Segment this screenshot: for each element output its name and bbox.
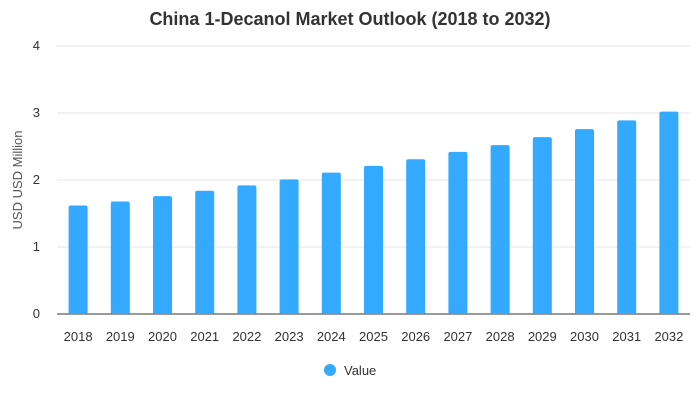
y-tick-label: 3 — [33, 105, 40, 120]
bar-2031[interactable] — [617, 120, 637, 315]
x-tick-label: 2029 — [528, 329, 557, 344]
x-tick-label: 2020 — [148, 329, 177, 344]
x-tick-label: 2031 — [612, 329, 641, 344]
chart-title: China 1-Decanol Market Outlook (2018 to … — [149, 9, 550, 29]
bar-2023[interactable] — [279, 179, 299, 314]
bars — [68, 111, 679, 315]
bar-2019[interactable] — [110, 201, 130, 314]
bar-2027[interactable] — [448, 151, 468, 314]
legend-label: Value — [344, 363, 376, 378]
x-tick-label: 2023 — [275, 329, 304, 344]
x-tick-label: 2019 — [106, 329, 135, 344]
legend[interactable]: Value — [324, 363, 376, 378]
bar-2026[interactable] — [406, 159, 426, 314]
x-tick-label: 2030 — [570, 329, 599, 344]
x-tick-label: 2028 — [486, 329, 515, 344]
bar-2028[interactable] — [490, 145, 510, 314]
x-tick-label: 2026 — [401, 329, 430, 344]
x-tick-label: 2032 — [654, 329, 683, 344]
x-tick-label: 2018 — [64, 329, 93, 344]
bar-2029[interactable] — [532, 137, 552, 314]
bar-2030[interactable] — [575, 129, 594, 314]
x-tick-label: 2021 — [190, 329, 219, 344]
x-tick-label: 2025 — [359, 329, 388, 344]
bar-2025[interactable] — [364, 165, 383, 314]
x-tick-label: 2027 — [443, 329, 472, 344]
y-axis-ticks: 0 1 2 3 4 — [33, 38, 40, 321]
y-tick-label: 1 — [33, 239, 40, 254]
y-axis-title: USD USD Million — [10, 131, 25, 230]
bar-2022[interactable] — [237, 185, 257, 314]
y-tick-label: 0 — [33, 306, 40, 321]
y-tick-label: 4 — [33, 38, 40, 53]
x-tick-label: 2022 — [232, 329, 261, 344]
legend-marker — [324, 364, 336, 376]
bar-2032[interactable] — [659, 111, 679, 314]
x-axis-ticks: 2018 2019 2020 2021 2022 2023 2024 2025 2026 2027… — [64, 329, 684, 344]
bar-2018[interactable] — [68, 205, 88, 314]
bar-2020[interactable] — [153, 196, 172, 314]
y-tick-label: 2 — [33, 172, 40, 187]
bar-2021[interactable] — [195, 190, 215, 314]
x-tick-label: 2024 — [317, 329, 346, 344]
bar-2024[interactable] — [321, 172, 341, 314]
